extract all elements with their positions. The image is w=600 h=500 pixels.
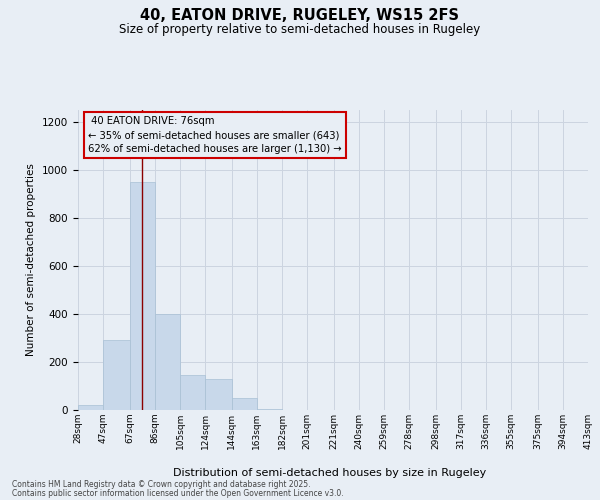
Text: Distribution of semi-detached houses by size in Rugeley: Distribution of semi-detached houses by … [173, 468, 487, 477]
Bar [180, 375, 205, 410]
Text: 40 EATON DRIVE: 76sqm
← 35% of semi-detached houses are smaller (643)
62% of sem: 40 EATON DRIVE: 76sqm ← 35% of semi-deta… [88, 116, 342, 154]
Bar [155, 314, 180, 410]
Y-axis label: Number of semi-detached properties: Number of semi-detached properties [26, 164, 37, 356]
Bar [130, 182, 155, 410]
Text: 40, EATON DRIVE, RUGELEY, WS15 2FS: 40, EATON DRIVE, RUGELEY, WS15 2FS [140, 8, 460, 22]
Bar [232, 398, 257, 410]
Bar [205, 379, 232, 410]
Bar [103, 340, 130, 410]
Text: Size of property relative to semi-detached houses in Rugeley: Size of property relative to semi-detach… [119, 22, 481, 36]
Bar [257, 409, 282, 410]
Text: Contains public sector information licensed under the Open Government Licence v3: Contains public sector information licen… [12, 488, 344, 498]
Text: Contains HM Land Registry data © Crown copyright and database right 2025.: Contains HM Land Registry data © Crown c… [12, 480, 311, 489]
Bar [78, 405, 103, 410]
